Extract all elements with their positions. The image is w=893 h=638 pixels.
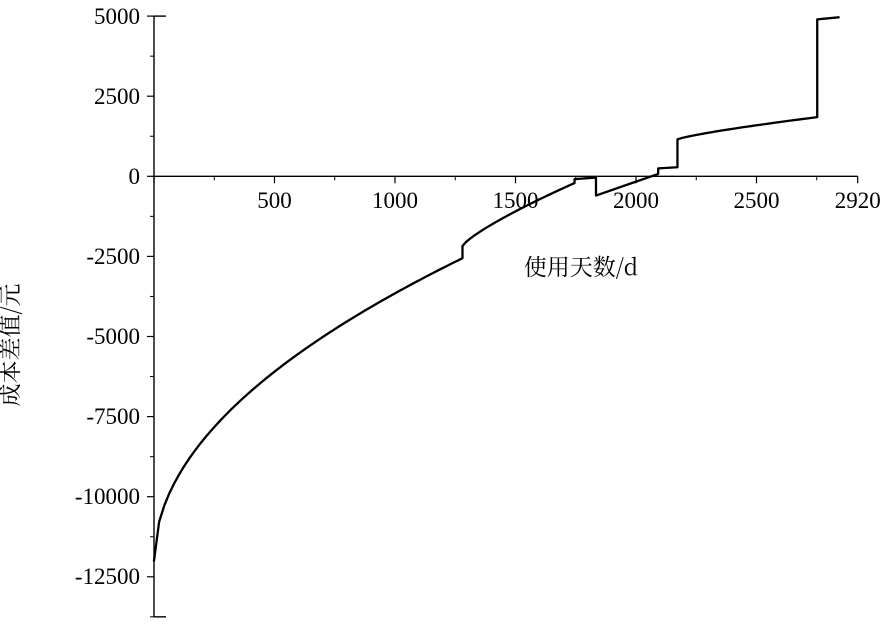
svg-text:1000: 1000 xyxy=(372,188,418,213)
svg-text:2920: 2920 xyxy=(835,188,881,213)
svg-text:使用天数/d: 使用天数/d xyxy=(524,249,639,282)
svg-text:2000: 2000 xyxy=(613,188,659,213)
svg-text:2500: 2500 xyxy=(94,84,140,109)
svg-text:-10000: -10000 xyxy=(75,484,140,509)
svg-text:-7500: -7500 xyxy=(86,404,140,429)
svg-text:-12500: -12500 xyxy=(75,564,140,589)
svg-text:1500: 1500 xyxy=(493,188,539,213)
svg-text:成本差值/元: 成本差值/元 xyxy=(0,283,25,406)
svg-text:0: 0 xyxy=(129,164,141,189)
svg-text:-5000: -5000 xyxy=(86,324,140,349)
svg-text:500: 500 xyxy=(257,188,292,213)
svg-text:2500: 2500 xyxy=(734,188,780,213)
svg-text:-2500: -2500 xyxy=(86,244,140,269)
svg-text:5000: 5000 xyxy=(94,4,140,29)
